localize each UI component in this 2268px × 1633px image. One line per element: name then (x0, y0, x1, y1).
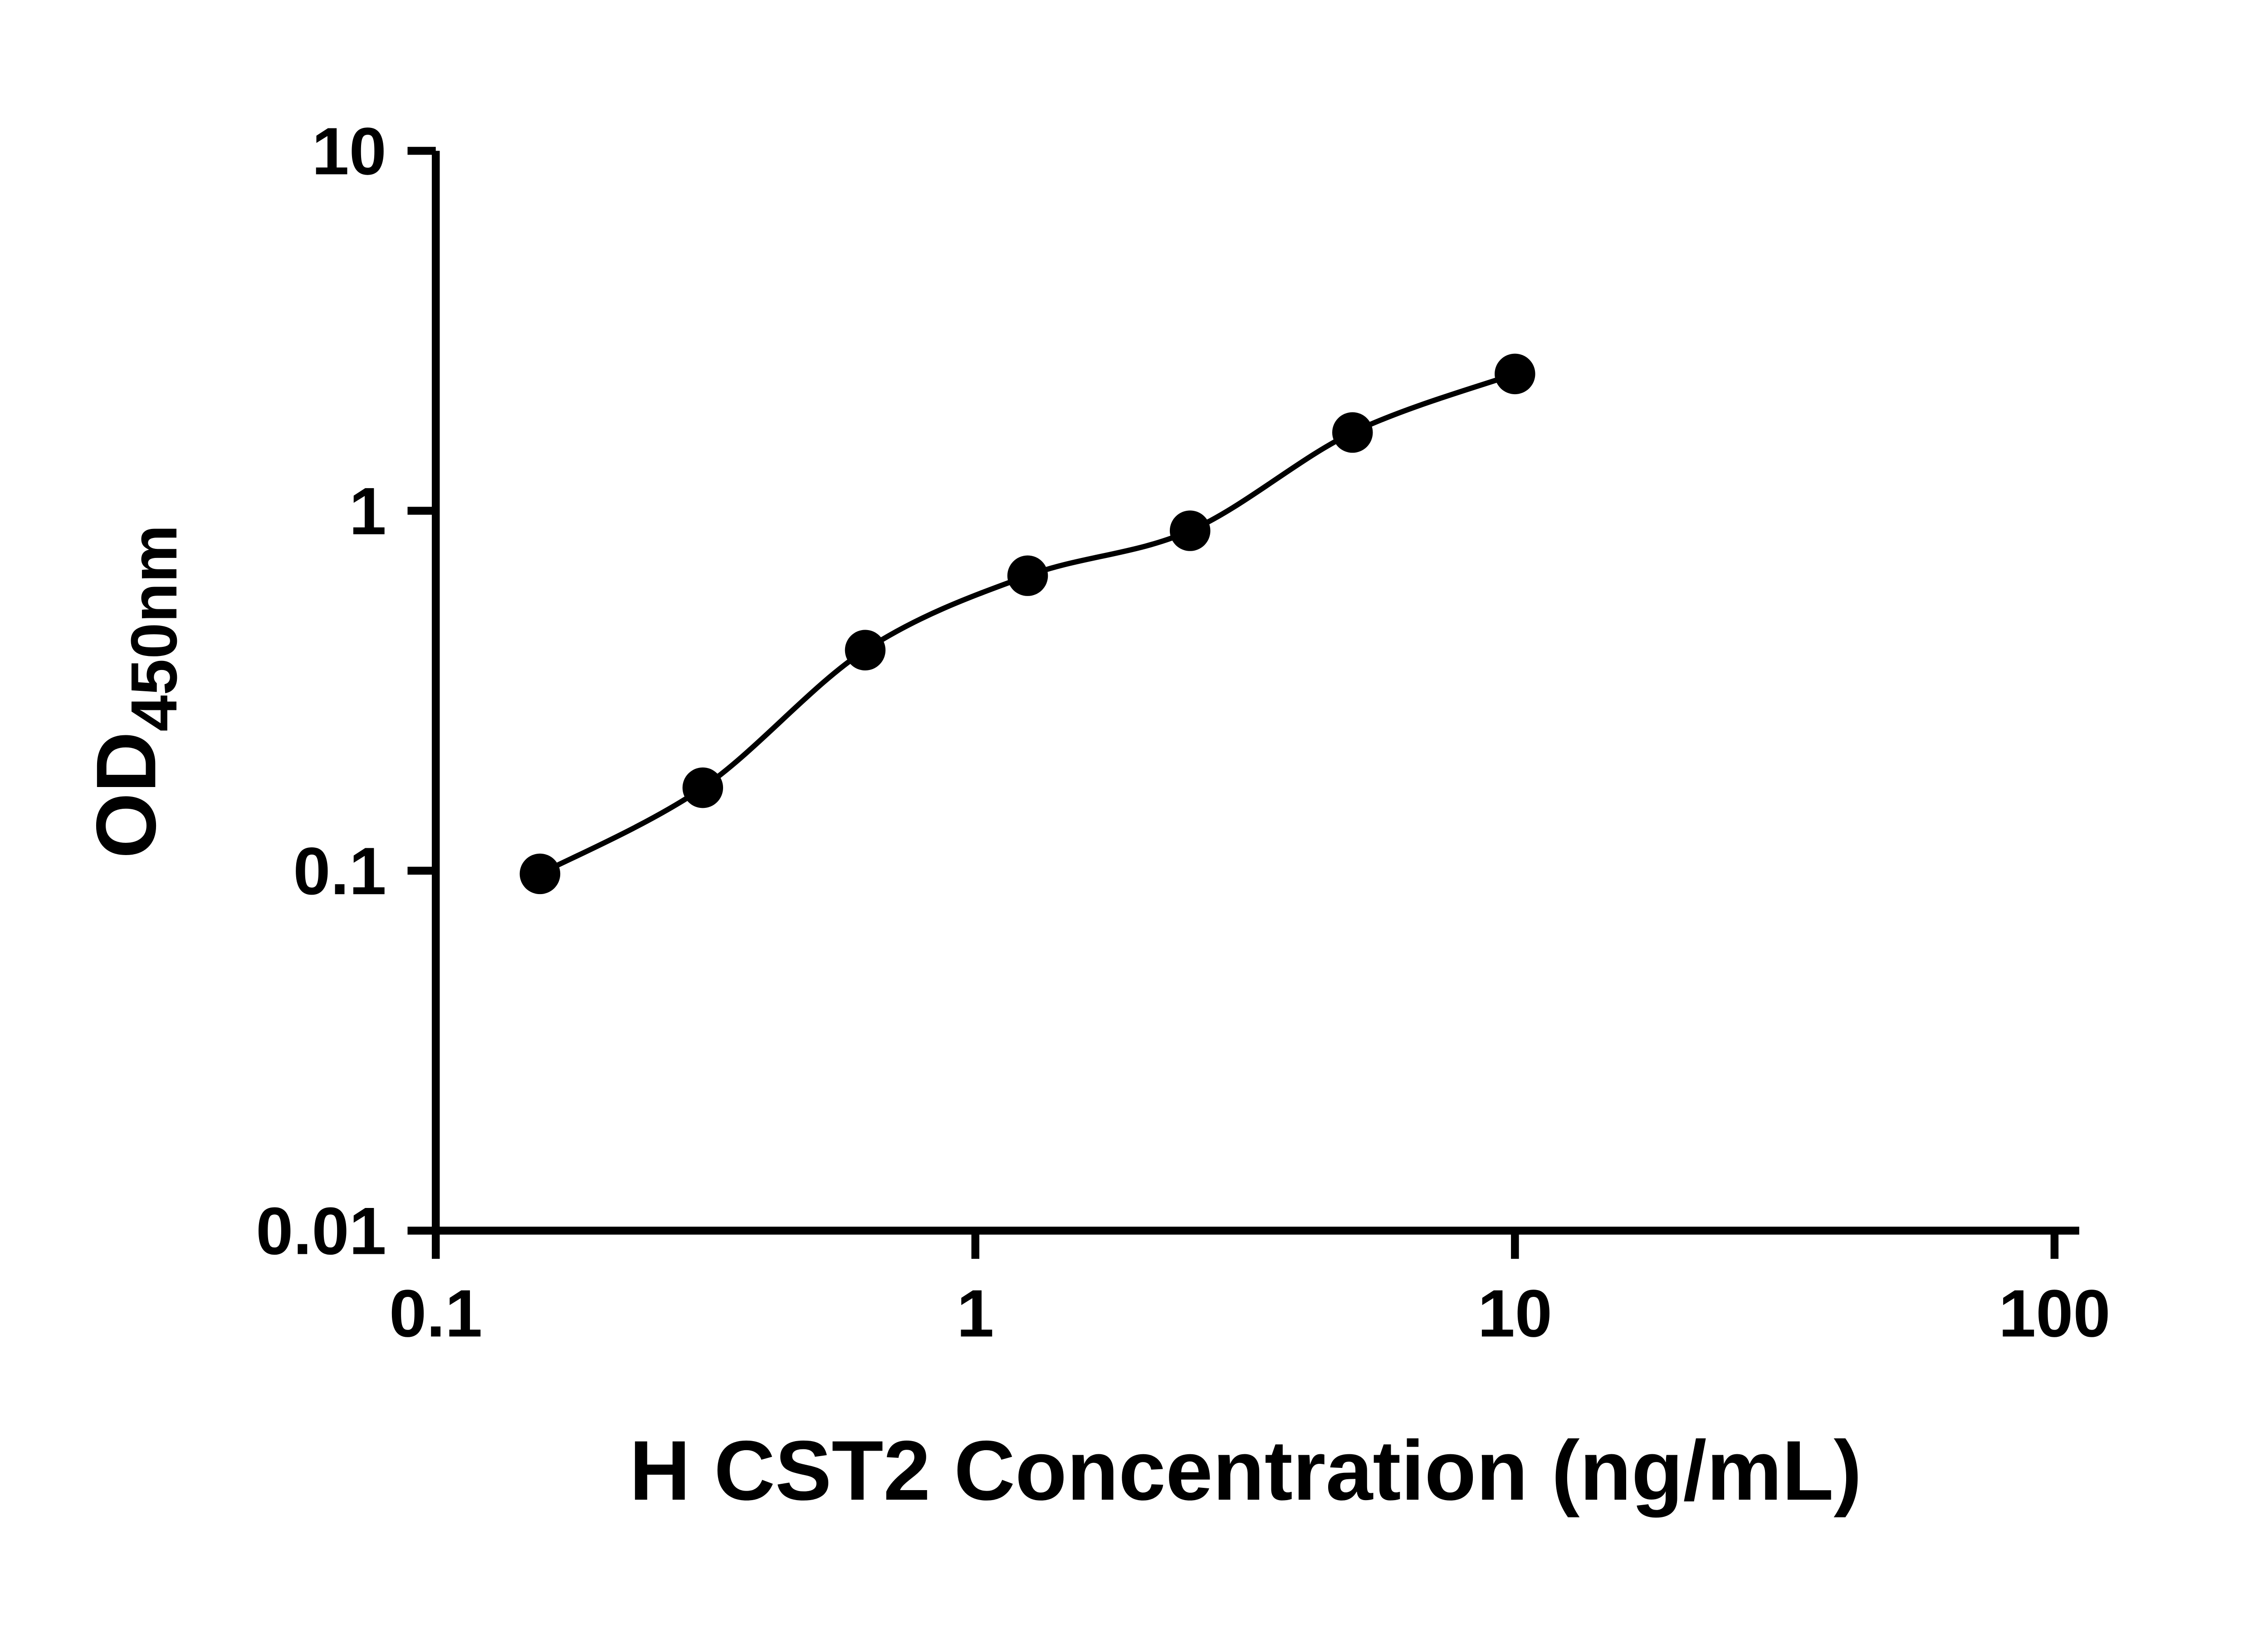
data-point (519, 853, 561, 895)
data-point (845, 630, 886, 670)
y-tick-label: 0.01 (256, 1194, 386, 1269)
data-point (1007, 555, 1048, 596)
data-point (1169, 510, 1211, 551)
axis-spine (431, 151, 2079, 1235)
x-tick-label: 0.1 (389, 1276, 482, 1351)
data-point (682, 767, 723, 808)
data-point (1332, 412, 1373, 453)
x-tick-label: 100 (1999, 1276, 2111, 1351)
y-axis-title-main: OD (78, 732, 173, 859)
x-tick-label: 1 (957, 1276, 994, 1351)
y-axis-title-sub: 450nm (118, 525, 191, 732)
x-axis-title: H CST2 Concentration (ng/mL) (629, 1423, 1862, 1518)
y-tick-label: 1 (349, 474, 386, 549)
data-point (1495, 353, 1535, 395)
x-tick-label: 10 (1478, 1276, 1552, 1351)
data-series (519, 353, 1535, 895)
y-tick-label: 0.1 (293, 834, 386, 909)
y-axis-title: OD450nm (78, 525, 191, 859)
chart-figure: 0.01 0.1 1 10 0.1 1 10 100 H CST2 Concentration… (78, 114, 2111, 1518)
y-tick-label: 10 (312, 114, 386, 189)
